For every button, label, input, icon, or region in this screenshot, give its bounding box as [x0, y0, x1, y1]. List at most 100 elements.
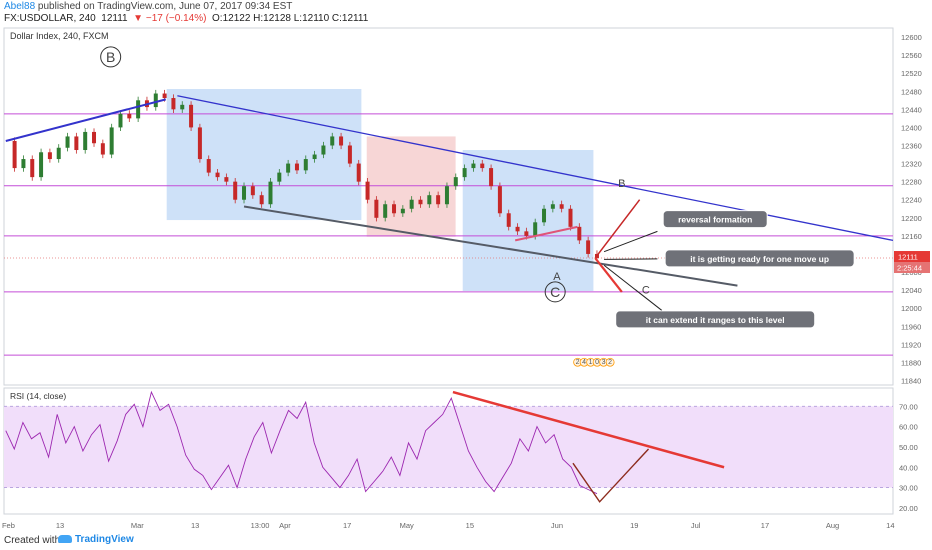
- upper-channel-line: [177, 95, 894, 242]
- x-tick-label: Jun: [551, 521, 563, 530]
- wave-label-0: B: [106, 49, 115, 65]
- x-tick-label: Apr: [279, 521, 291, 530]
- price-tick-label: 12480: [901, 87, 922, 96]
- ohlc-values: O:12122 H:12128 L:12110 C:12111: [212, 13, 369, 24]
- zoom-label-1: 4: [582, 359, 586, 366]
- candle-body: [92, 131, 97, 144]
- candle-body: [189, 104, 194, 128]
- consolidation-box: [366, 136, 456, 237]
- price-tick-label: 12440: [901, 105, 922, 114]
- candle-body: [171, 98, 176, 110]
- price-tick-label: 12560: [901, 51, 922, 60]
- price-tick-label: 12320: [901, 160, 922, 169]
- candle-body: [109, 127, 114, 155]
- wave-label-2: A: [553, 271, 561, 283]
- publisher-name[interactable]: Abel88: [4, 1, 36, 12]
- candle-body: [524, 231, 529, 236]
- wave-label-3: B: [618, 178, 625, 190]
- candle-body: [100, 143, 105, 155]
- candle-body: [330, 136, 335, 146]
- candle-body: [127, 113, 132, 119]
- x-tick-label: Aug: [826, 521, 839, 530]
- candle-body: [374, 199, 379, 218]
- candle-body: [286, 163, 291, 173]
- publish-line: Abel88 published on TradingView.com, Jun…: [4, 1, 292, 13]
- price-tick-label: 12000: [901, 304, 922, 313]
- uptrend-line: [5, 98, 167, 142]
- price-tick-label: 11960: [901, 322, 921, 331]
- price-tick-label: 12360: [901, 141, 922, 150]
- candle-body: [453, 177, 458, 187]
- last-price-tag-text: 12111: [898, 253, 918, 262]
- zoom-label-0: 2: [576, 359, 580, 366]
- created-with-text: Created with: [4, 535, 61, 546]
- candle-body: [312, 154, 317, 160]
- x-tick-label: Mar: [131, 521, 144, 530]
- candle-body: [242, 186, 247, 200]
- zoom-badge-5: [605, 357, 615, 367]
- candle-body: [303, 159, 308, 171]
- last-price-tag: [894, 251, 930, 263]
- rsi-tick-label: 50.00: [899, 443, 918, 452]
- candle-body: [39, 152, 44, 178]
- price-pane-title: Dollar Index, 240, FXCM: [10, 31, 109, 41]
- x-tick-label: 17: [761, 521, 769, 530]
- candle-body: [277, 172, 282, 182]
- x-tick-label: 15: [466, 521, 474, 530]
- candle-body: [356, 163, 361, 182]
- x-tick-label: Feb: [2, 521, 15, 530]
- projection-up-arrow: [594, 199, 641, 259]
- price-tick-label: 12280: [901, 178, 922, 187]
- tradingview-cloud-icon: [58, 535, 72, 544]
- candle-body: [497, 186, 502, 214]
- candle-body: [347, 145, 352, 164]
- callout-text-2: it can extend it ranges to this level: [646, 315, 785, 325]
- projection-down-arrow: [594, 257, 623, 293]
- candle-body: [47, 152, 52, 160]
- candle-body: [436, 195, 441, 205]
- neckline: [514, 225, 578, 242]
- price-tick-label: 12600: [901, 33, 922, 42]
- candle-body: [339, 136, 344, 146]
- rsi-projection-arrow: [572, 448, 650, 503]
- last-price: 12111: [101, 13, 128, 24]
- candle-body: [392, 204, 397, 214]
- candle-body: [197, 127, 202, 160]
- candle-body: [365, 181, 370, 200]
- x-tick-label: 14: [886, 521, 894, 530]
- tradingview-logo[interactable]: TradingView: [58, 534, 134, 545]
- wave-label-4: C: [642, 285, 650, 297]
- candle-body: [30, 159, 35, 178]
- zoom-label-4: 3: [602, 359, 606, 366]
- rsi-line: [5, 390, 598, 495]
- callout-pointer-3: [603, 264, 663, 311]
- candle-body: [65, 136, 70, 148]
- x-tick-label: Jul: [691, 521, 701, 530]
- candle-body: [21, 159, 26, 169]
- candle-body: [118, 113, 123, 128]
- zoom-label-5: 2: [608, 359, 612, 366]
- candle-body: [383, 204, 388, 218]
- candle-body: [294, 163, 299, 171]
- candle-body: [515, 226, 520, 232]
- candle-body: [206, 159, 211, 173]
- price-tick-label: 12040: [901, 286, 922, 295]
- candle-body: [83, 131, 88, 151]
- candle-body: [409, 199, 414, 209]
- published-text: published on TradingView.com, June 07, 2…: [37, 1, 293, 12]
- candle-body: [471, 163, 476, 169]
- rsi-tick-label: 40.00: [899, 463, 918, 472]
- candle-body: [56, 147, 61, 160]
- footer-bar: Created with TradingView: [0, 532, 932, 550]
- symbol-line: FX:USDOLLAR, 240 12111 ▼ −17 (−0.14%) O:…: [4, 13, 368, 25]
- candle-body: [480, 163, 485, 169]
- candle-body: [559, 204, 564, 209]
- candle-body: [180, 104, 185, 110]
- x-tick-label: 13: [56, 521, 64, 530]
- x-tick-label: 17: [343, 521, 351, 530]
- candle-body: [550, 204, 555, 209]
- rsi-resistance-line: [452, 390, 725, 469]
- wave-label-1: C: [550, 284, 560, 300]
- price-tick-label: 11840: [901, 376, 921, 385]
